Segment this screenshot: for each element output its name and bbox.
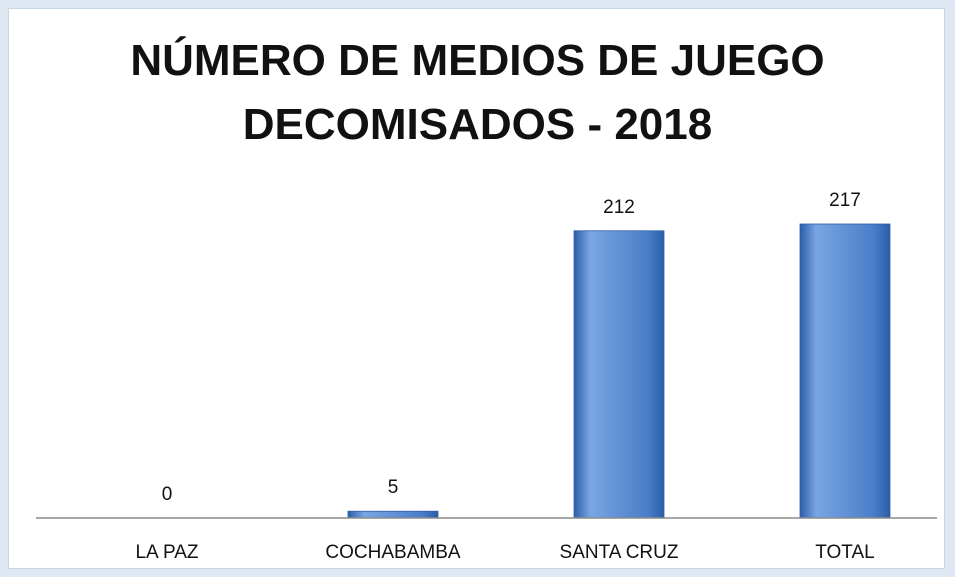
category-labels-group: LA PAZ COCHABAMBA SANTA CRUZ TOTAL (135, 542, 874, 563)
value-labels-group: 0 5 212 217 (162, 190, 861, 505)
bar-cochabamba (347, 510, 439, 519)
category-label-total: TOTAL (815, 542, 874, 563)
value-label-la-paz: 0 (162, 484, 173, 505)
chart-title-line-1: NÚMERO DE MEDIOS DE JUEGO (130, 36, 825, 85)
chart-frame (8, 8, 945, 569)
category-label-cochabamba: COCHABAMBA (325, 542, 460, 563)
bar-total (799, 223, 891, 519)
category-label-la-paz: LA PAZ (135, 542, 198, 563)
value-label-cochabamba: 5 (388, 477, 399, 498)
value-label-santa-cruz: 212 (603, 197, 635, 218)
value-label-total: 217 (829, 190, 861, 211)
bar-santa-cruz (573, 230, 665, 519)
bars-group (347, 223, 891, 519)
chart-title-line-2: DECOMISADOS - 2018 (242, 100, 713, 149)
category-label-santa-cruz: SANTA CRUZ (560, 542, 679, 563)
